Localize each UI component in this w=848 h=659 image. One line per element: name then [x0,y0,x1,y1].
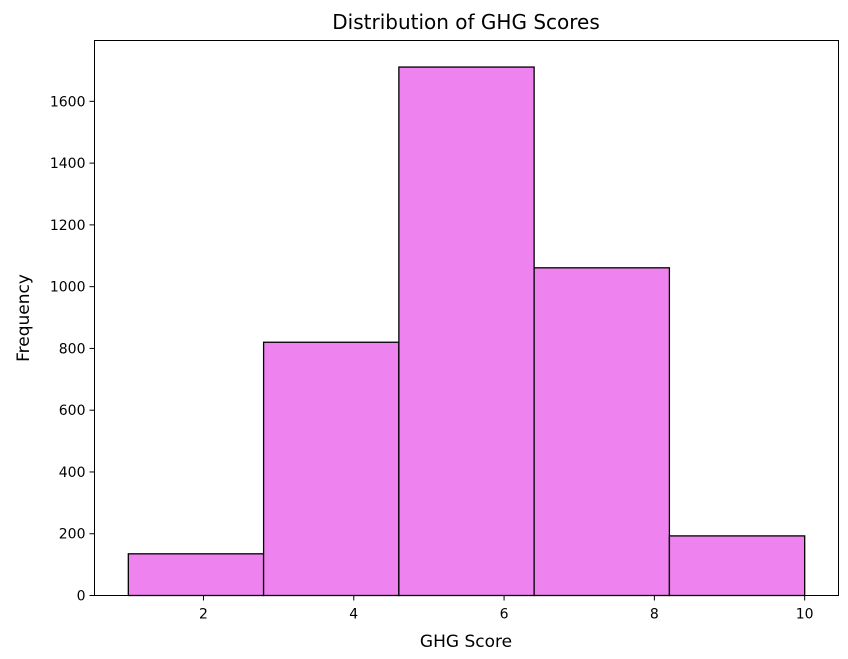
y-tick-label: 0 [77,589,86,605]
y-axis-ticks: 0 200 400 600 800 1000 1200 1400 1600 [50,94,95,605]
histogram-bar-1 [127,553,265,597]
histogram-bar-5 [668,535,806,597]
y-tick-label: 1400 [50,156,86,172]
y-tick-label: 1200 [50,218,86,234]
y-tick-label: 1000 [50,280,86,296]
x-tick-label: 4 [349,607,358,623]
x-tick-label: 6 [500,607,509,623]
histogram-bar-3 [398,66,535,597]
x-axis-ticks: 2 4 6 8 10 [199,595,814,623]
y-tick-label: 800 [59,341,86,357]
histogram-bar-2 [262,341,400,597]
chart-title: Distribution of GHG Scores [332,10,600,34]
plot-frame [94,40,839,596]
x-tick-label: 10 [796,607,814,623]
y-tick-label: 400 [59,465,86,481]
y-tick-label: 600 [59,403,86,419]
x-axis-label: GHG Score [420,632,512,652]
x-tick-label: 2 [199,607,208,623]
y-tick-label: 1600 [50,94,86,110]
bars-group [127,66,806,597]
y-axis-label: Frequency [14,274,34,362]
x-tick-label: 8 [650,607,659,623]
y-tick-label: 200 [59,527,86,543]
histogram-bar-4 [533,267,671,597]
